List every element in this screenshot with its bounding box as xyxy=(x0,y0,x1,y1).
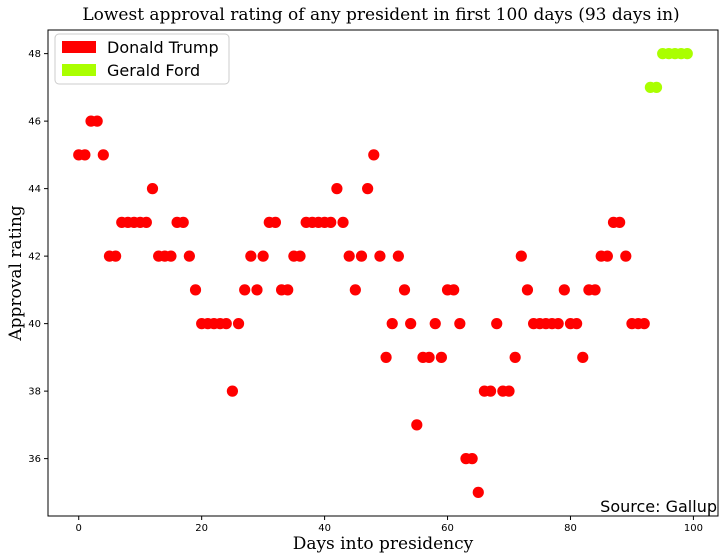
trump-point xyxy=(79,149,91,161)
legend-label-ford: Gerald Ford xyxy=(107,61,200,80)
y-tick-label: 42 xyxy=(28,252,41,263)
trump-point xyxy=(343,250,355,262)
trump-point xyxy=(183,250,195,262)
trump-point xyxy=(558,284,570,296)
trump-point xyxy=(239,284,251,296)
legend: Donald Trump Gerald Ford xyxy=(54,33,230,85)
trump-point xyxy=(257,250,269,262)
trump-point xyxy=(189,284,202,296)
x-tick-label: 100 xyxy=(684,523,703,534)
trump-point xyxy=(355,250,368,262)
y-tick-label: 40 xyxy=(28,319,41,330)
trump-point xyxy=(484,385,497,397)
trump-point xyxy=(110,250,122,262)
trump-point xyxy=(294,250,306,262)
trump-point xyxy=(91,115,103,127)
trump-point xyxy=(251,284,263,296)
trump-point xyxy=(97,149,109,161)
legend-label-trump: Donald Trump xyxy=(107,38,219,57)
trump-point xyxy=(392,250,404,262)
trump-point xyxy=(226,385,239,397)
trump-point xyxy=(269,216,282,228)
trump-point xyxy=(515,250,527,262)
trump-point xyxy=(435,351,447,363)
trump-point xyxy=(165,250,177,262)
x-axis-label: Days into presidency xyxy=(293,534,474,554)
ford-point xyxy=(650,81,663,93)
x-tick-label: 0 xyxy=(76,523,82,534)
trump-point xyxy=(405,318,417,330)
y-tick-label: 44 xyxy=(28,184,41,195)
chart-title: Lowest approval rating of any president … xyxy=(82,5,679,25)
trump-point xyxy=(491,318,503,330)
y-tick-label: 38 xyxy=(28,387,41,398)
y-tick-label: 36 xyxy=(28,454,41,465)
trump-point xyxy=(386,318,398,330)
trump-point xyxy=(509,351,521,363)
trump-point xyxy=(337,216,349,228)
trump-point xyxy=(380,351,392,363)
source-note: Source: Gallup xyxy=(600,497,717,516)
trump-point xyxy=(368,149,380,161)
legend-box xyxy=(54,33,230,85)
trump-point xyxy=(282,284,294,296)
y-tick-label: 48 xyxy=(28,49,41,60)
trump-point xyxy=(374,250,386,262)
trump-point xyxy=(589,284,601,296)
x-axis: 0 20 40 60 80 100 xyxy=(76,516,703,534)
trump-point xyxy=(398,284,411,296)
legend-swatch-trump xyxy=(62,41,96,53)
trump-point xyxy=(503,385,515,397)
trump-point xyxy=(331,183,343,195)
trump-point xyxy=(472,486,484,498)
trump-point xyxy=(448,284,460,296)
legend-swatch-ford xyxy=(62,64,96,76)
trump-point xyxy=(140,216,152,228)
x-tick-label: 20 xyxy=(195,523,208,534)
plot-frame xyxy=(47,29,719,517)
trump-point xyxy=(146,183,159,195)
trump-point xyxy=(552,318,564,330)
trump-point xyxy=(466,453,478,465)
trump-point xyxy=(521,284,534,296)
trump-point xyxy=(362,183,374,195)
y-axis: 36 38 40 42 44 46 48 xyxy=(28,49,48,465)
ford-point xyxy=(681,48,693,60)
trump-point xyxy=(614,216,626,228)
y-tick-label: 46 xyxy=(28,117,41,128)
x-tick-label: 60 xyxy=(441,523,454,534)
trump-point xyxy=(325,216,337,228)
trump-point xyxy=(177,216,189,228)
trump-point xyxy=(620,250,632,262)
trump-point xyxy=(423,351,435,363)
trump-point xyxy=(349,284,361,296)
data-points xyxy=(73,48,693,498)
trump-point xyxy=(220,318,232,330)
trump-point xyxy=(571,318,583,330)
trump-point xyxy=(232,318,245,330)
trump-point xyxy=(638,318,650,330)
trump-point xyxy=(454,318,466,330)
y-axis-label: Approval rating xyxy=(6,205,26,341)
x-tick-label: 40 xyxy=(318,523,331,534)
trump-point xyxy=(577,351,589,363)
trump-point xyxy=(411,419,423,431)
trump-point xyxy=(245,250,257,262)
trump-point xyxy=(601,250,613,262)
trump-point xyxy=(429,318,441,330)
x-tick-label: 80 xyxy=(564,523,577,534)
